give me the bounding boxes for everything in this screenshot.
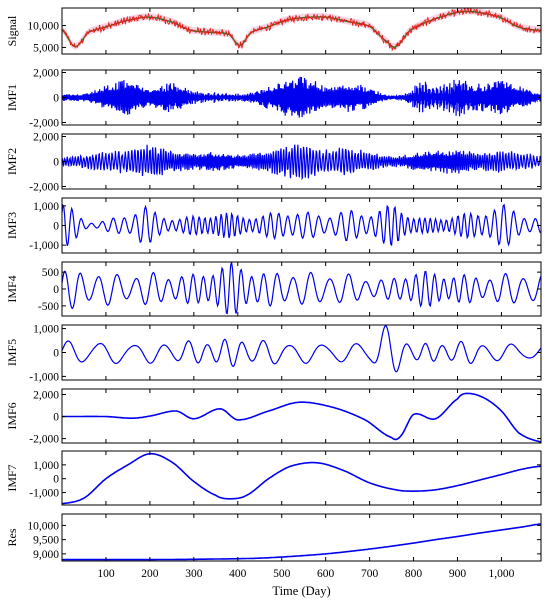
y-axis-label: IMF4 xyxy=(5,275,19,302)
x-tick-label: 500 xyxy=(273,568,291,580)
x-tick-label: 1,000 xyxy=(489,568,515,580)
plot-area xyxy=(62,8,541,52)
y-tick-label: -2,000 xyxy=(29,182,59,194)
panel-imf4: -500 0 500 IMF4 xyxy=(5,261,542,317)
signal-band xyxy=(62,8,541,51)
series-line xyxy=(62,392,541,443)
y-tick-label: 1,000 xyxy=(33,201,59,213)
y-tick-label: 2,000 xyxy=(33,132,59,144)
plot-area xyxy=(62,262,541,315)
plot-area xyxy=(62,325,541,373)
imf-line xyxy=(62,203,541,247)
panel-imf3: -1,000 0 1,000 IMF3 xyxy=(5,197,542,254)
panel-frame xyxy=(61,513,542,562)
panel-frame xyxy=(61,261,542,317)
x-tick-label: 900 xyxy=(449,568,467,580)
panel-frame xyxy=(61,324,542,381)
imf-line xyxy=(62,325,541,373)
y-axis-label: IMF1 xyxy=(5,84,19,111)
y-tick-label: 0 xyxy=(53,157,59,169)
y-tick-label: 500 xyxy=(42,267,60,279)
panel-imf5: -1,000 0 1,000 IMF5 xyxy=(5,324,542,383)
y-tick-label: -2,000 xyxy=(29,434,59,446)
y-tick-label: 0 xyxy=(53,412,59,424)
y-tick-label: 1,000 xyxy=(33,324,59,336)
x-tick-label: 100 xyxy=(97,568,115,580)
plot-area xyxy=(62,392,541,443)
y-tick-label: -1,000 xyxy=(29,240,59,252)
y-tick-label: 0 xyxy=(53,284,59,296)
y-tick-label: -1,000 xyxy=(29,371,59,383)
panel-signal: 5,000 10,000 Signal xyxy=(5,7,542,55)
y-tick-label: 5,000 xyxy=(33,42,59,54)
panel-imf7: -1,000 0 1,000 IMF7 xyxy=(5,450,542,506)
y-tick-label: 0 xyxy=(53,474,59,486)
y-tick-label: 0 xyxy=(53,93,59,105)
plot-area xyxy=(62,144,541,181)
panel-frame xyxy=(61,450,542,506)
y-tick-label: 2,000 xyxy=(33,68,59,80)
x-tick-label: 700 xyxy=(361,568,379,580)
signal-fit-line xyxy=(62,10,541,48)
signal-line xyxy=(62,8,541,52)
y-tick-label: 0 xyxy=(53,221,59,233)
y-tick-label: -2,000 xyxy=(29,118,59,130)
y-tick-label: -500 xyxy=(38,301,59,313)
y-axis-label: Res xyxy=(5,528,19,546)
y-axis-label: IMF2 xyxy=(5,148,19,175)
y-axis-label: IMF6 xyxy=(5,402,19,429)
y-tick-label: 9,500 xyxy=(33,535,59,547)
x-tick-label: 200 xyxy=(141,568,159,580)
series-line xyxy=(62,452,541,505)
y-tick-label: -1,000 xyxy=(29,488,59,500)
x-tick-label: 800 xyxy=(405,568,423,580)
y-tick-label: 10,000 xyxy=(27,21,59,33)
x-tick-label: 400 xyxy=(229,568,247,580)
imf-line xyxy=(62,262,541,315)
y-tick-label: 1,000 xyxy=(33,460,59,472)
panel-imf1: -2,000 0 2,000 IMF1 xyxy=(5,68,542,130)
panel-frame xyxy=(61,7,542,55)
y-axis-label: IMF3 xyxy=(5,212,19,239)
y-tick-label: 9,000 xyxy=(33,549,59,561)
y-tick-label: 10,000 xyxy=(27,520,59,532)
series-line xyxy=(62,523,541,561)
x-tick-label: 300 xyxy=(185,568,203,580)
y-axis-label: Signal xyxy=(5,15,19,46)
panel-imf2: -2,000 0 2,000 IMF2 xyxy=(5,132,542,194)
plot-area xyxy=(62,76,541,118)
plot-area xyxy=(62,203,541,247)
panel-res: 9,000 9,500 10,000 Res xyxy=(5,513,542,562)
y-axis-label: IMF7 xyxy=(5,464,19,491)
y-axis-label: IMF5 xyxy=(5,339,19,366)
panel-frame xyxy=(61,388,542,444)
x-tick-label: 600 xyxy=(317,568,335,580)
panel-imf6: -2,000 0 2,000 IMF6 xyxy=(5,388,542,446)
x-axis-label: Time (Day) xyxy=(272,584,330,598)
y-tick-label: 0 xyxy=(53,348,59,360)
plot-area xyxy=(62,452,541,505)
imf-line xyxy=(62,144,541,181)
imf-line xyxy=(62,76,541,118)
plot-area xyxy=(62,523,541,561)
y-tick-label: 2,000 xyxy=(33,390,59,402)
